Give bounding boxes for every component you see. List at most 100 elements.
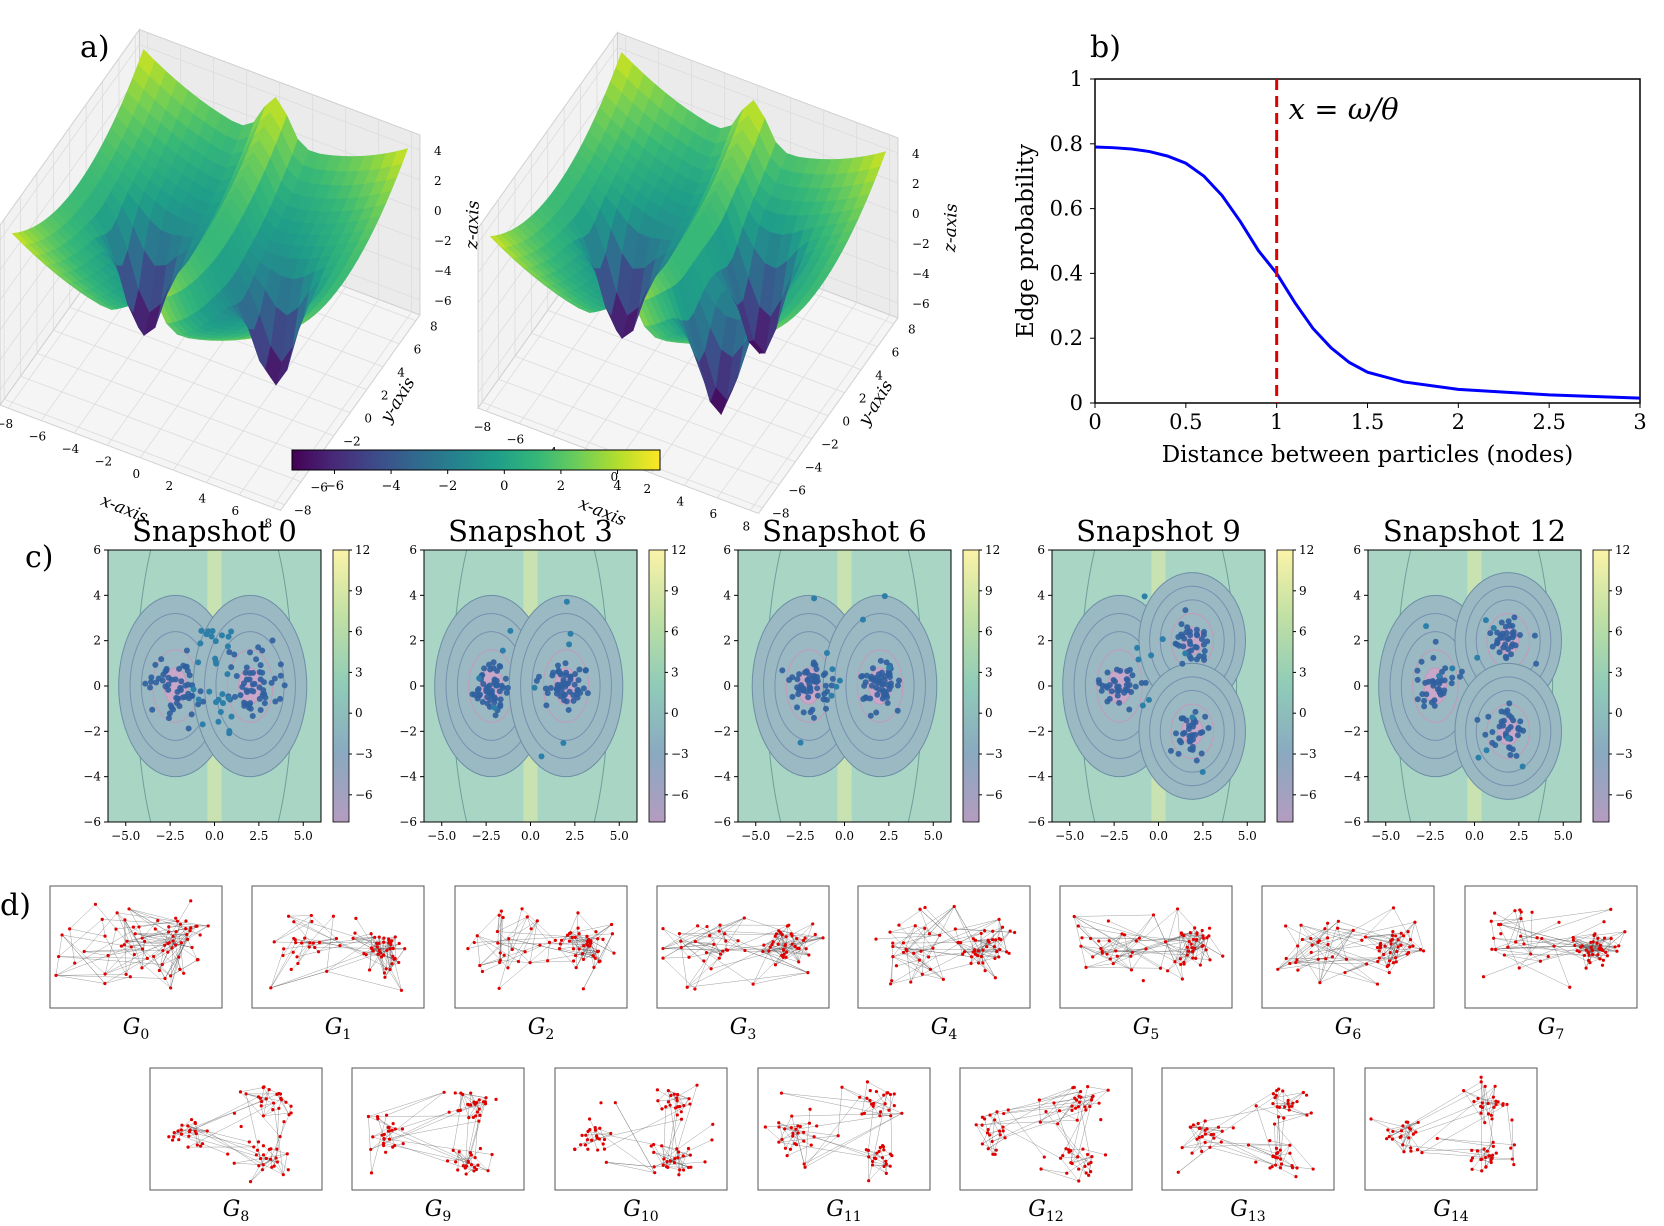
graph-edge <box>892 906 955 947</box>
graph-edge <box>861 1103 886 1115</box>
graph-node <box>767 949 771 953</box>
graph-edge <box>1302 937 1328 940</box>
stray-particle <box>881 593 888 600</box>
graph-node <box>261 1114 266 1118</box>
graph-node <box>362 951 366 956</box>
surface-mesh <box>11 48 409 386</box>
particle <box>1440 690 1447 697</box>
graph-node <box>442 1090 446 1094</box>
graph-edge <box>777 934 783 945</box>
graph-node <box>590 1138 594 1142</box>
graph-node <box>585 939 590 944</box>
graph-node <box>180 1123 184 1127</box>
graph-node <box>884 1171 888 1175</box>
particle <box>1172 730 1179 737</box>
grid-line <box>716 302 858 499</box>
graph-snapshot-12: G12 <box>959 1067 1133 1225</box>
graph-edge <box>162 939 188 965</box>
graph-node <box>1106 919 1111 923</box>
stray-particle <box>212 658 219 665</box>
particle <box>801 669 808 676</box>
graph-node <box>836 1134 840 1138</box>
x-axis-label: Distance between particles (nodes) <box>1162 442 1574 468</box>
graph-edge <box>1515 941 1541 962</box>
particle <box>1489 729 1496 736</box>
graph-edge <box>55 974 127 976</box>
graph-edge <box>1199 1120 1206 1138</box>
graph-edge <box>159 952 168 971</box>
graph-node <box>1158 966 1163 970</box>
graph-edge <box>606 1162 655 1173</box>
graph-edge <box>171 924 181 948</box>
stray-particle <box>195 696 202 703</box>
particle <box>1186 653 1193 660</box>
graph-node <box>1309 1111 1313 1115</box>
graph-node <box>571 959 576 963</box>
graph-node <box>991 1152 995 1156</box>
graph-node <box>529 927 533 931</box>
x-tick-label: −2.5 <box>786 829 815 843</box>
graph-edge <box>1177 908 1204 939</box>
z-tick-label: 2 <box>912 177 920 191</box>
graph-edge <box>138 926 143 939</box>
graph-node <box>226 1152 230 1156</box>
graph-edge <box>1600 945 1616 948</box>
basin-contour <box>1170 703 1215 760</box>
graph-node <box>1378 946 1382 950</box>
particle <box>488 687 495 694</box>
graph-node <box>1000 925 1005 929</box>
graph-edge <box>1289 921 1339 964</box>
graph-node <box>1077 1179 1081 1183</box>
graph-node <box>1207 926 1212 930</box>
graph-edge <box>1003 1103 1100 1114</box>
y-tick-label: −4 <box>399 770 417 784</box>
graph-edge <box>687 940 739 988</box>
particle <box>1178 621 1185 628</box>
graph-edge <box>1324 928 1413 947</box>
graph-edge <box>1057 1091 1081 1124</box>
graph-edge <box>455 1151 460 1162</box>
graph-node <box>338 943 342 948</box>
graph-label: G5 <box>1133 1015 1160 1043</box>
snapshot-title: Snapshot 3 <box>448 514 613 548</box>
particle <box>1201 628 1208 635</box>
stray-particle <box>1482 617 1489 624</box>
colorbar-tick-label: 0 <box>355 706 363 720</box>
graph-node <box>1275 1088 1279 1093</box>
graph-edge <box>871 1104 890 1111</box>
particle <box>168 704 175 711</box>
graph-edge <box>1208 935 1223 957</box>
x-tick-label: −2.5 <box>472 829 501 843</box>
graph-edge <box>662 957 690 959</box>
graph-node <box>384 1150 388 1154</box>
colorbar-tick-label: 12 <box>985 543 1000 557</box>
graph-node <box>177 1138 181 1142</box>
graph-edge <box>393 959 402 991</box>
graph-node <box>870 1159 875 1164</box>
particle <box>165 681 172 688</box>
graph-node <box>995 949 999 954</box>
graph-node <box>1375 982 1380 986</box>
particle <box>1458 668 1465 675</box>
graph-node <box>1401 934 1406 938</box>
basin-contour <box>856 649 904 723</box>
graph-edge <box>1057 1100 1077 1124</box>
graph-node <box>264 1097 268 1101</box>
graph-node <box>1540 936 1544 941</box>
graph-node <box>1084 965 1088 969</box>
graph-node <box>971 937 975 941</box>
colorbar-tick-label: 6 <box>671 625 679 639</box>
graph-edge <box>497 917 504 932</box>
graph-node <box>1406 930 1410 934</box>
graph-node <box>594 930 598 934</box>
graph-edge <box>1200 945 1204 966</box>
graph-edge <box>1414 922 1424 951</box>
graph-edge <box>1074 914 1154 917</box>
graph-node <box>256 1095 261 1099</box>
graph-node <box>712 942 716 946</box>
particle <box>874 691 881 698</box>
graph-node <box>382 1136 386 1141</box>
graph-node <box>1316 940 1320 944</box>
graph-node <box>546 959 550 963</box>
